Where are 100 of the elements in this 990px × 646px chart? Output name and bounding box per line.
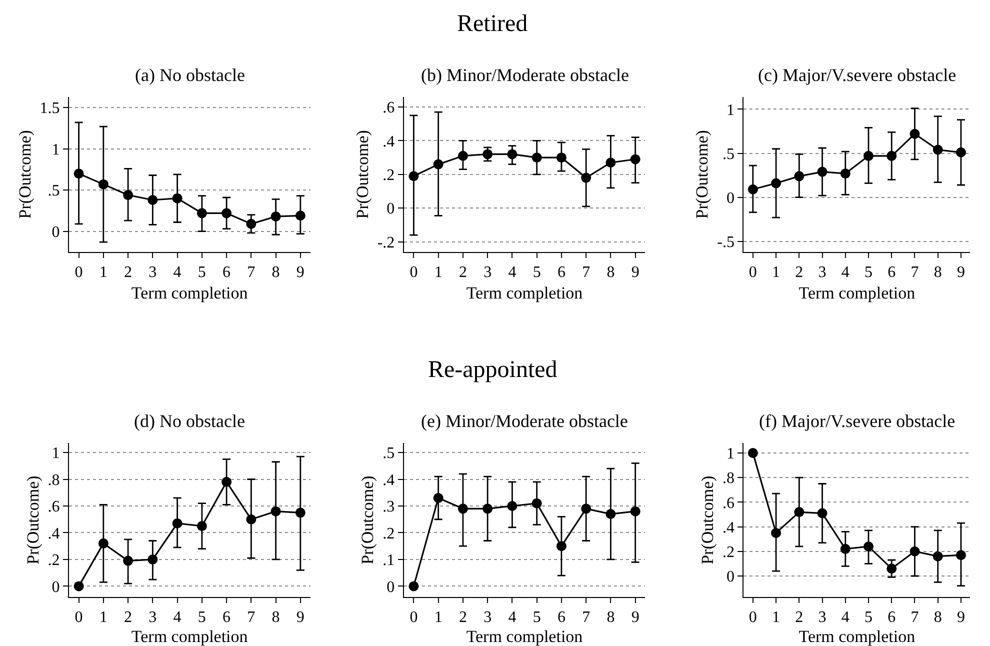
- point: [222, 208, 232, 218]
- point: [433, 159, 444, 170]
- y-axis-title: Pr(Outcome): [15, 130, 34, 219]
- x-tick-label: 7: [582, 264, 590, 282]
- y-tick-label: .2: [722, 544, 734, 561]
- point: [817, 508, 828, 518]
- y-tick-label: .5: [48, 182, 60, 200]
- point: [630, 154, 640, 164]
- x-tick-label: 1: [772, 264, 780, 282]
- y-tick-label: 0: [726, 568, 734, 586]
- point: [408, 171, 419, 182]
- text: Retired: [457, 11, 528, 37]
- point: [123, 556, 134, 566]
- point: [458, 504, 468, 514]
- y-tick-label: .4: [48, 525, 60, 542]
- text: Re-appointed: [428, 357, 558, 383]
- point: [840, 168, 850, 179]
- x-tick-label: 6: [888, 609, 896, 626]
- point: [606, 509, 616, 520]
- x-tick-label: 7: [247, 609, 256, 626]
- x-tick-label: 4: [173, 264, 182, 282]
- point: [148, 194, 158, 205]
- x-tick-label: 0: [748, 264, 757, 282]
- x-axis-title: Term completion: [131, 627, 248, 646]
- x-axis-title: Term completion: [466, 627, 584, 646]
- x-tick-label: 2: [458, 264, 467, 282]
- point: [532, 498, 542, 508]
- y-tick-label: .3: [382, 498, 395, 516]
- x-tick-label: 2: [795, 264, 804, 282]
- y-tick-label: 1.5: [40, 100, 60, 118]
- y-tick-label: 1: [726, 446, 734, 463]
- y-tick-label: .4: [382, 133, 395, 150]
- point: [532, 152, 542, 163]
- point: [910, 128, 920, 139]
- x-tick-label: 7: [910, 264, 919, 282]
- point: [98, 179, 108, 190]
- y-tick-label: 0: [52, 578, 60, 596]
- point: [507, 149, 518, 160]
- x-tick-label: 9: [631, 264, 640, 282]
- x-tick-label: 2: [124, 264, 132, 282]
- point: [295, 508, 306, 518]
- point: [630, 506, 640, 516]
- point: [932, 551, 943, 562]
- x-tick-label: 2: [795, 609, 804, 626]
- x-tick-label: 4: [841, 264, 850, 282]
- y-tick-label: .6: [382, 100, 395, 117]
- y-tick-label: .2: [382, 167, 395, 184]
- point: [270, 506, 281, 516]
- x-tick-label: 4: [508, 609, 516, 626]
- y-tick-label: 1: [726, 102, 734, 119]
- y-tick-label: 0: [52, 224, 60, 241]
- point: [458, 150, 468, 161]
- x-tick-label: 9: [956, 609, 965, 626]
- x-tick-label: 1: [99, 264, 108, 282]
- point: [482, 149, 493, 160]
- x-tick-label: 6: [557, 609, 566, 626]
- point: [246, 514, 256, 524]
- point: [123, 190, 134, 200]
- x-tick-label: 0: [410, 264, 418, 282]
- x-tick-label: 0: [74, 609, 83, 626]
- x-tick-label: 8: [934, 609, 942, 626]
- point: [886, 564, 897, 574]
- point: [196, 208, 207, 218]
- point: [408, 581, 419, 592]
- chart-title: (c) Major/V.severe obstacle: [758, 65, 956, 85]
- point: [172, 193, 182, 204]
- x-tick-label: 1: [99, 609, 108, 626]
- point: [606, 158, 616, 168]
- y-tick-label: 0: [386, 200, 395, 218]
- x-axis-title: Term completion: [798, 627, 916, 646]
- y-tick-label: -.5: [717, 234, 734, 251]
- x-tick-label: 7: [910, 609, 919, 626]
- x-tick-label: 5: [532, 264, 541, 282]
- x-tick-label: 5: [864, 264, 873, 282]
- x-tick-label: 8: [934, 264, 942, 282]
- y-tick-label: 1: [52, 141, 60, 158]
- point: [556, 152, 566, 163]
- point: [433, 492, 444, 503]
- x-tick-label: 9: [296, 609, 304, 626]
- y-tick-label: .2: [382, 525, 395, 542]
- point: [172, 518, 182, 528]
- x-tick-label: 8: [272, 609, 280, 626]
- point: [507, 500, 518, 511]
- x-tick-label: 4: [173, 609, 182, 626]
- point: [932, 144, 943, 155]
- y-tick-label: .1: [382, 552, 395, 570]
- y-axis-title: Pr(Outcome): [698, 476, 718, 564]
- x-tick-label: 9: [296, 264, 304, 282]
- point: [98, 538, 108, 548]
- x-tick-label: 3: [818, 609, 826, 626]
- x-tick-label: 3: [484, 264, 492, 282]
- point: [581, 172, 592, 183]
- chart-title: (a) No obstacle: [135, 65, 245, 85]
- x-tick-label: 0: [74, 264, 83, 282]
- x-tick-label: 9: [956, 264, 965, 282]
- point: [886, 150, 897, 161]
- point: [956, 550, 966, 560]
- point: [864, 150, 874, 161]
- point: [482, 504, 493, 514]
- point: [270, 211, 281, 222]
